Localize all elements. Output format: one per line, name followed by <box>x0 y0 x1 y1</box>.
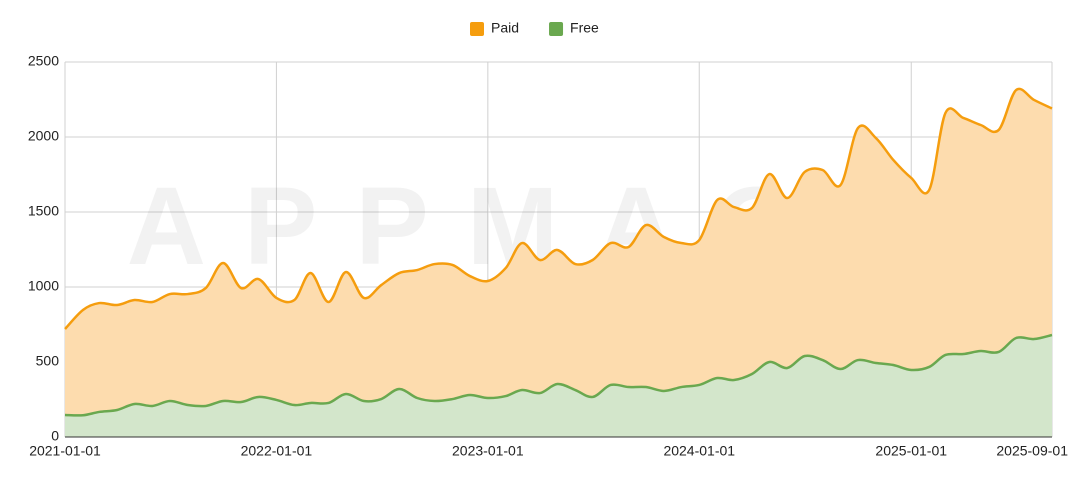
legend-swatch <box>470 22 484 36</box>
area-fill <box>65 335 1052 437</box>
y-tick-label: 2500 <box>28 53 59 69</box>
x-tick-label: 2025-01-01 <box>875 443 947 459</box>
y-tick-label: 1500 <box>28 203 59 219</box>
legend-label: Paid <box>491 20 519 36</box>
area-line <box>64 87 1053 330</box>
y-tick-label: 500 <box>36 353 60 369</box>
legend-label: Free <box>570 20 599 36</box>
x-tick-label: 2023-01-01 <box>452 443 524 459</box>
x-tick-label: 2024-01-01 <box>663 443 735 459</box>
x-tick-label: 2022-01-01 <box>241 443 313 459</box>
area-fill <box>65 88 1052 437</box>
x-tick-label: 2025-09-01 <box>996 443 1068 459</box>
y-tick-label: 0 <box>51 428 59 444</box>
area-line <box>64 333 1053 417</box>
x-tick-label: 2021-01-01 <box>29 443 101 459</box>
y-tick-label: 2000 <box>28 128 59 144</box>
y-tick-label: 1000 <box>28 278 59 294</box>
legend-swatch <box>549 22 564 36</box>
